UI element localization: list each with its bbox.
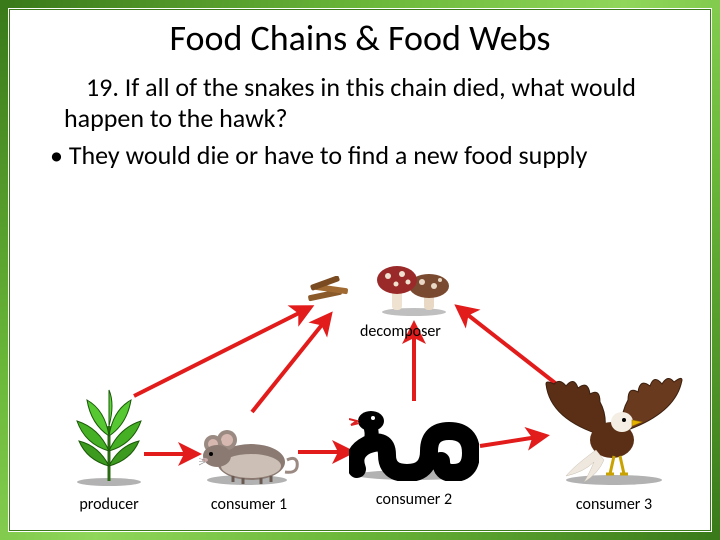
food-chain-diagram: producer consumer 1: [14, 236, 706, 526]
node-producer: producer: [69, 386, 149, 514]
snake-icon: [349, 401, 479, 481]
slide-content: Food Chains & Food Webs 19. If all of th…: [14, 14, 706, 526]
sticks-icon: [304, 276, 354, 306]
answer-text: • They would die or have to find a new f…: [50, 140, 676, 171]
consumer1-label: consumer 1: [199, 495, 299, 514]
node-consumer1: consumer 1: [199, 416, 299, 514]
node-sticks: [304, 276, 354, 311]
arrow-consumer1-to-decomposer: [252, 316, 329, 412]
node-decomposer: [374, 246, 454, 321]
decomposer-label: decomposer: [360, 322, 441, 341]
mushroom-icon: [374, 246, 454, 316]
question-text: 19. If all of the snakes in this chain d…: [64, 72, 676, 134]
plant-icon: [69, 386, 149, 486]
node-consumer2: consumer 2: [349, 401, 479, 509]
consumer3-label: consumer 3: [544, 495, 684, 514]
consumer2-label: consumer 2: [349, 490, 479, 509]
arrow-consumer3-to-decomposer: [459, 308, 559, 386]
eagle-icon: [544, 376, 684, 486]
arrow-consumer2-to-consumer3: [480, 436, 544, 446]
mouse-icon: [199, 416, 299, 486]
page-title: Food Chains & Food Webs: [14, 16, 706, 60]
node-consumer3: consumer 3: [544, 376, 684, 514]
arrow-producer-to-decomposer: [134, 308, 309, 396]
producer-label: producer: [69, 495, 149, 514]
